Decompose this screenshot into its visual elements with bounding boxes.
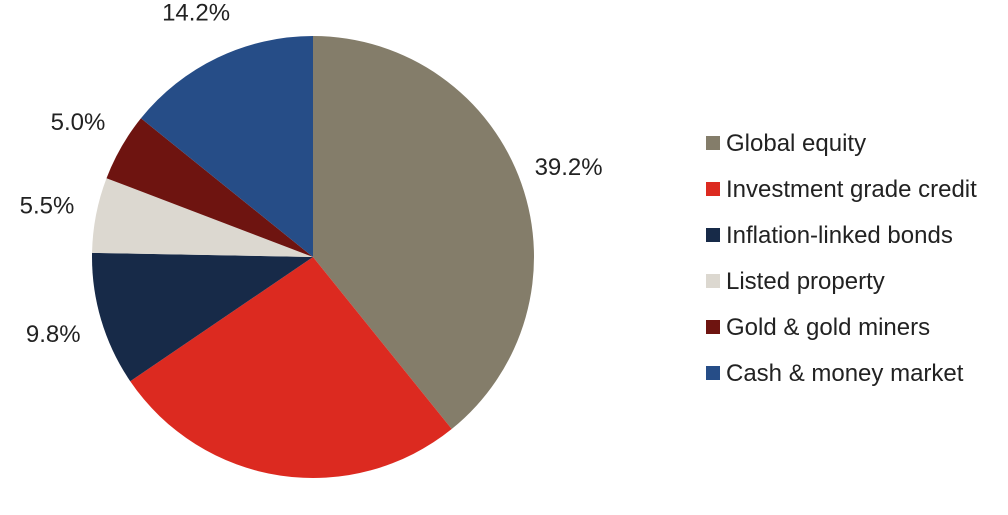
legend: Global equity Investment grade credit Infl… bbox=[706, 130, 977, 387]
legend-swatch-gold-and-gold-miners bbox=[706, 320, 720, 334]
pie-slice-listed-property bbox=[92, 178, 313, 257]
legend-swatch-inflation-linked-bonds bbox=[706, 228, 720, 242]
pie-slice-inflation-linked-bonds bbox=[92, 252, 314, 382]
legend-swatch-cash-and-money-market bbox=[706, 366, 720, 380]
value-label-global-equity: 39.2% bbox=[535, 154, 603, 181]
pie-slice-investment-grade-credit bbox=[130, 257, 452, 478]
legend-label-listed-property: Listed property bbox=[726, 268, 885, 295]
legend-label-investment-grade-credit: Investment grade credit bbox=[726, 176, 977, 203]
legend-label-gold-and-gold-miners: Gold & gold miners bbox=[726, 314, 930, 341]
pie-value-labels: 39.2% 26.3% 9.8% 5.5% 5.0% 14.2% bbox=[20, 0, 603, 515]
legend-label-inflation-linked-bonds: Inflation-linked bonds bbox=[726, 222, 953, 249]
pie-slice-gold-and-gold-miners bbox=[106, 118, 313, 257]
pie-slices bbox=[92, 36, 535, 478]
value-label-gold-and-gold-miners: 5.0% bbox=[51, 109, 106, 136]
legend-label-global-equity: Global equity bbox=[726, 130, 866, 157]
pie-slice-cash-and-money-market bbox=[140, 36, 313, 257]
legend-swatch-global-equity bbox=[706, 136, 720, 150]
value-label-cash-and-money-market: 14.2% bbox=[162, 0, 230, 27]
value-label-inflation-linked-bonds: 9.8% bbox=[26, 321, 81, 348]
pie-slice-global-equity bbox=[313, 36, 535, 430]
value-label-investment-grade-credit: 26.3% bbox=[239, 512, 307, 515]
value-label-listed-property: 5.5% bbox=[20, 192, 75, 219]
legend-swatch-investment-grade-credit bbox=[706, 182, 720, 196]
legend-swatch-listed-property bbox=[706, 274, 720, 288]
legend-label-cash-and-money-market: Cash & money market bbox=[726, 360, 964, 387]
